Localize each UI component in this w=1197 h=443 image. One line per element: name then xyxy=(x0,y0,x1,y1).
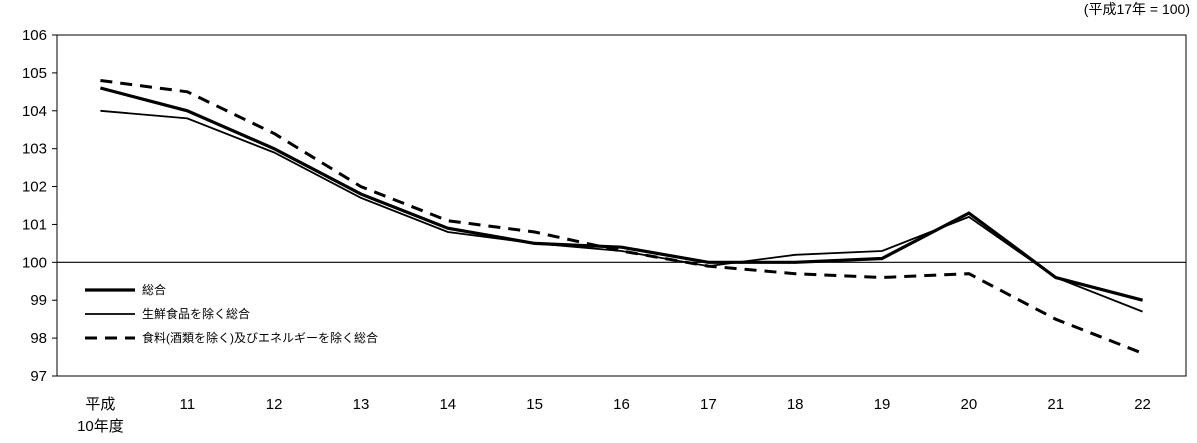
x-tick-label-line: 16 xyxy=(613,396,630,413)
x-tick-label-line: 18 xyxy=(787,396,804,413)
x-tick-label: 12 xyxy=(266,396,283,413)
series-line-2 xyxy=(100,109,1143,313)
x-tick-label: 平成 10年度 xyxy=(77,396,124,435)
x-tick-label-line: 14 xyxy=(439,396,456,413)
legend-label-1: 総合 xyxy=(142,282,166,297)
x-tick-label-line: 平成 xyxy=(85,396,115,413)
x-tick-label: 14 xyxy=(439,396,456,413)
y-tick-label: 99 xyxy=(30,292,47,309)
x-tick-label: 22 xyxy=(1134,396,1151,413)
y-tick-label: 97 xyxy=(30,368,47,385)
x-tick-label: 11 xyxy=(179,396,195,413)
y-tick-label: 102 xyxy=(22,179,47,196)
x-tick-label-line: 12 xyxy=(266,396,283,413)
x-tick-label-line: 21 xyxy=(1047,396,1064,413)
y-tick-label: 104 xyxy=(22,103,47,120)
x-tick-label: 15 xyxy=(526,396,543,413)
x-tick-label: 17 xyxy=(700,396,717,413)
x-tick-label: 21 xyxy=(1047,396,1064,413)
axis-layer: 97 98 99 100 101 102 103 104 105 106 平成 10年度 11 12 13 1… xyxy=(22,27,1187,435)
y-tick-label: 98 xyxy=(30,330,47,347)
series-line-3 xyxy=(100,79,1144,355)
y-tick-label: 105 xyxy=(22,65,47,82)
x-tick-label-line: 19 xyxy=(874,396,891,413)
x-tick-label-line: 22 xyxy=(1134,396,1151,413)
x-tick-label-line: 20 xyxy=(961,396,978,413)
unit-note: (平成17年 = 100) xyxy=(1084,1,1190,17)
x-tick-label-line: 10年度 xyxy=(77,418,124,435)
y-tick-label: 106 xyxy=(22,27,47,44)
y-tick-label: 103 xyxy=(22,141,47,158)
plot-frame xyxy=(56,34,1187,377)
x-tick-label: 20 xyxy=(961,396,978,413)
x-tick-label-line: 13 xyxy=(353,396,370,413)
legend-label-3: 食料(酒類を除く)及びエネルギーを除く総合 xyxy=(142,330,378,345)
y-tick-label: 100 xyxy=(22,254,47,271)
series-layer xyxy=(99,79,1144,355)
y-tick-label: 101 xyxy=(22,216,47,233)
x-tick-label-line: 15 xyxy=(526,396,543,413)
x-tick-label-line: 17 xyxy=(700,396,717,413)
x-tick-label: 13 xyxy=(353,396,370,413)
x-tick-label-line: 11 xyxy=(179,396,195,413)
legend-label-2: 生鮮食品を除く総合 xyxy=(142,306,250,321)
series-line-1 xyxy=(99,86,1144,302)
x-tick-label: 16 xyxy=(613,396,630,413)
x-tick-label: 19 xyxy=(874,396,891,413)
x-tick-label: 18 xyxy=(787,396,804,413)
